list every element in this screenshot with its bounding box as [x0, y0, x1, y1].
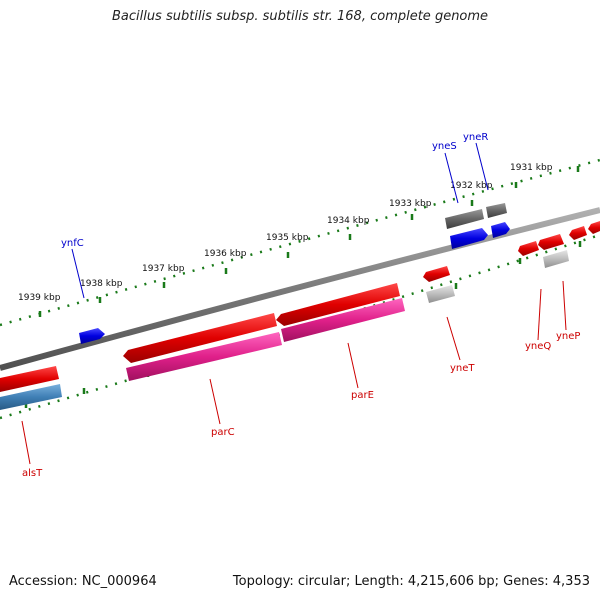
genome-backbone [0, 207, 600, 371]
leader-lines [21, 142, 567, 465]
gene-small-red-2[interactable] [538, 234, 564, 250]
kbp-label: 1935 kbp [266, 233, 309, 243]
gene-yneS[interactable] [450, 228, 488, 249]
kbp-label: 1933 kbp [389, 199, 432, 209]
gene-label-alsT[interactable]: alsT [22, 468, 43, 479]
kbp-label: 1937 kbp [142, 264, 185, 274]
gene-ynfC[interactable] [79, 328, 105, 344]
gene-yneR[interactable] [491, 222, 510, 238]
kbp-label: 1939 kbp [18, 293, 61, 303]
outer-tick-track [0, 158, 600, 327]
gene-label-parC[interactable]: parC [211, 427, 235, 438]
gene-yneR-pseudo[interactable] [486, 203, 507, 218]
accession-text: Accession: NC_000964 [9, 574, 157, 589]
gene-yneT[interactable] [423, 266, 450, 282]
gene-label-ynfC[interactable]: ynfC [61, 238, 84, 249]
gene-label-yneQ[interactable]: yneQ [525, 341, 551, 352]
cds-yneT[interactable] [426, 285, 455, 303]
gene-label-yneP[interactable]: yneP [556, 331, 580, 342]
kbp-label: 1936 kbp [204, 249, 247, 259]
cds-features [0, 250, 569, 410]
gene-label-parE[interactable]: parE [351, 390, 374, 401]
gene-yneS-pseudo[interactable] [445, 209, 484, 229]
gene-label-yneT[interactable]: yneT [450, 363, 475, 374]
gene-parC[interactable] [123, 313, 277, 363]
gene-small-red-4[interactable] [588, 221, 600, 234]
gene-small-red-3[interactable] [569, 226, 587, 240]
gene-label-yneS[interactable]: yneS [432, 141, 457, 152]
cds-parE[interactable] [281, 298, 405, 342]
kbp-label: 1931 kbp [510, 163, 553, 173]
gene-small-red-1[interactable] [518, 241, 539, 256]
forward-genes [0, 203, 600, 392]
kbp-label: 1934 kbp [327, 216, 370, 226]
gene-label-yneR[interactable]: yneR [463, 132, 488, 143]
gene-parE[interactable] [276, 283, 400, 326]
genome-title: Bacillus subtilis subsp. subtilis str. 1… [111, 9, 489, 24]
genome-summary: Topology: circular; Length: 4,215,606 bp… [232, 574, 590, 589]
gene-labels: yneS yneR ynfC yneT yneQ yneP parE parC … [22, 132, 580, 479]
cds-yneQ[interactable] [543, 250, 569, 268]
scale-labels: 1931 kbp 1932 kbp 1933 kbp 1934 kbp 1935… [18, 163, 553, 303]
cds-alsT[interactable] [0, 384, 62, 410]
gene-alsT[interactable] [0, 366, 59, 392]
kbp-label: 1938 kbp [80, 279, 123, 289]
cds-parC[interactable] [126, 332, 282, 381]
kbp-label: 1932 kbp [450, 181, 493, 191]
